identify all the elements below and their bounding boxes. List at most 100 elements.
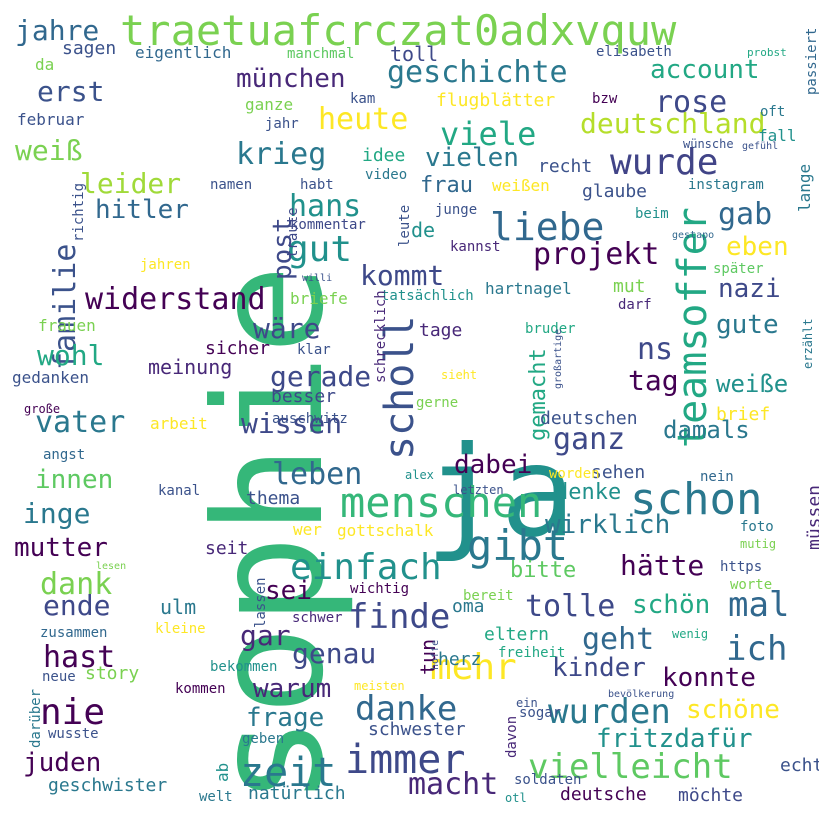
word-bevölkerung: bevölkerung (608, 689, 675, 700)
word-tage: tage (419, 320, 463, 341)
word-widerstand: widerstand (85, 282, 266, 317)
word-bekommen: bekommen (210, 659, 278, 675)
word-juden: juden (23, 748, 102, 778)
word-gibt: gibt (467, 521, 569, 570)
word-elisabeth: elisabeth (596, 44, 672, 60)
word-wenig: wenig (672, 627, 709, 641)
word-fritzdafür: fritzdafür (596, 724, 753, 754)
word-weiß: weiß (15, 134, 83, 167)
word-wurde: wurde (610, 142, 719, 183)
word-lesen: lesen (96, 561, 127, 572)
word-bitte: bitte (510, 558, 577, 583)
word-hätte: hätte (620, 549, 705, 582)
word-habt: habt (300, 177, 334, 193)
word-zeit: zeit (240, 750, 337, 796)
word-willi: willi (302, 273, 333, 284)
word-recht: recht (538, 156, 593, 177)
word-schrecklich: schrecklich (373, 290, 389, 383)
word-sicher: sicher (205, 338, 271, 359)
word-gut: gut (287, 229, 353, 270)
word-ns: ns (637, 332, 674, 367)
word-hartnagel: hartnagel (485, 279, 572, 298)
word-gedanken: gedanken (12, 368, 90, 387)
word-münchen: münchen (236, 64, 346, 94)
word-gerade: gerade (270, 360, 372, 393)
word-denke: denke (555, 480, 622, 505)
word-eltern: eltern (484, 624, 550, 645)
word-junge: junge (435, 202, 478, 218)
word-bruder: bruder (525, 321, 576, 337)
word-oma: oma (452, 596, 485, 617)
word-wer: wer (293, 520, 322, 539)
word-wäre: wäre (253, 312, 321, 345)
word-richtig: richtig (71, 182, 87, 242)
word-brief: brief (716, 404, 771, 425)
word-später: später (713, 261, 764, 277)
word-ganze: ganze (245, 95, 294, 114)
word-kleine: kleine (155, 621, 206, 637)
word-weißen: weißen (492, 176, 550, 195)
word-ende: ende (43, 589, 111, 622)
word-kanal: kanal (158, 483, 201, 499)
word-probst: probst (747, 46, 787, 59)
word-dank: dank (40, 567, 113, 602)
word-freiheit: freiheit (498, 645, 566, 661)
word-story: story (85, 663, 140, 684)
word-wusste: wusste (48, 726, 99, 742)
word-jahren: jahren (140, 257, 191, 273)
word-worden: worden (549, 466, 600, 482)
word-schwester: schwester (368, 719, 466, 740)
word-geht: geht (582, 622, 655, 657)
word-ganz: ganz (553, 422, 626, 457)
word-schon: schon (630, 474, 763, 525)
word-jahre: jahre (15, 14, 100, 47)
word-leben: leben (272, 457, 363, 492)
word-immer: immer (345, 737, 466, 783)
word-worte: worte (730, 577, 773, 593)
word-ulm: ulm (160, 595, 197, 619)
word-echt: echt (780, 755, 819, 776)
word-traetuafcrczat0adxvquw: traetuafcrczat0adxvquw (120, 6, 677, 55)
word-deutsche: deutsche (560, 784, 647, 805)
word-wohl: wohl (37, 339, 105, 372)
word-hoffe: hoffe (430, 639, 441, 670)
word-gab: gab (718, 197, 773, 232)
word-menschen: menschen (340, 478, 543, 527)
word-schöne: schöne (686, 695, 780, 725)
word-ab: ab (213, 762, 232, 782)
word-da: da (35, 55, 55, 74)
word-projekt: projekt (533, 237, 660, 272)
word-geschichte: geschichte (387, 55, 568, 90)
word-wurden: wurden (548, 692, 671, 732)
word-danke: danke (355, 689, 458, 729)
word-nein: nein (700, 469, 734, 485)
word-erst: erst (37, 75, 105, 108)
word-kinder: kinder (552, 653, 646, 683)
word-video: video (365, 167, 408, 183)
word-teamsoffer: teamsoffer (670, 207, 716, 448)
word-darf: darf (618, 297, 652, 313)
word-glaube: glaube (582, 181, 648, 202)
word-mal: mal (728, 585, 790, 625)
word-mehr: mehr (430, 647, 517, 688)
word-davon: davon (504, 715, 520, 758)
word-rose: rose (655, 85, 728, 120)
word-manchmal: manchmal (287, 46, 355, 62)
word-vielen: vielen (425, 143, 519, 173)
word-briefe: briefe (290, 289, 348, 308)
word-leider: leider (80, 167, 182, 200)
word-frauen: frauen (38, 316, 96, 335)
word-nie: nie (40, 692, 106, 733)
word-idee: idee (362, 145, 406, 166)
word-gute: gute (716, 310, 779, 340)
word-herz: herz (438, 649, 482, 670)
word-innen: innen (35, 465, 114, 495)
word-erzählt: erzählt (801, 318, 815, 369)
word-tatsächlich: tatsächlich (381, 288, 474, 304)
word-eben: eben (726, 232, 789, 262)
word-liebe: liebe (490, 205, 605, 249)
word-wichtig: wichtig (350, 581, 410, 597)
word-toll: toll (390, 42, 439, 66)
word-schwer: schwer (292, 610, 343, 626)
word-ein: ein (516, 696, 538, 710)
